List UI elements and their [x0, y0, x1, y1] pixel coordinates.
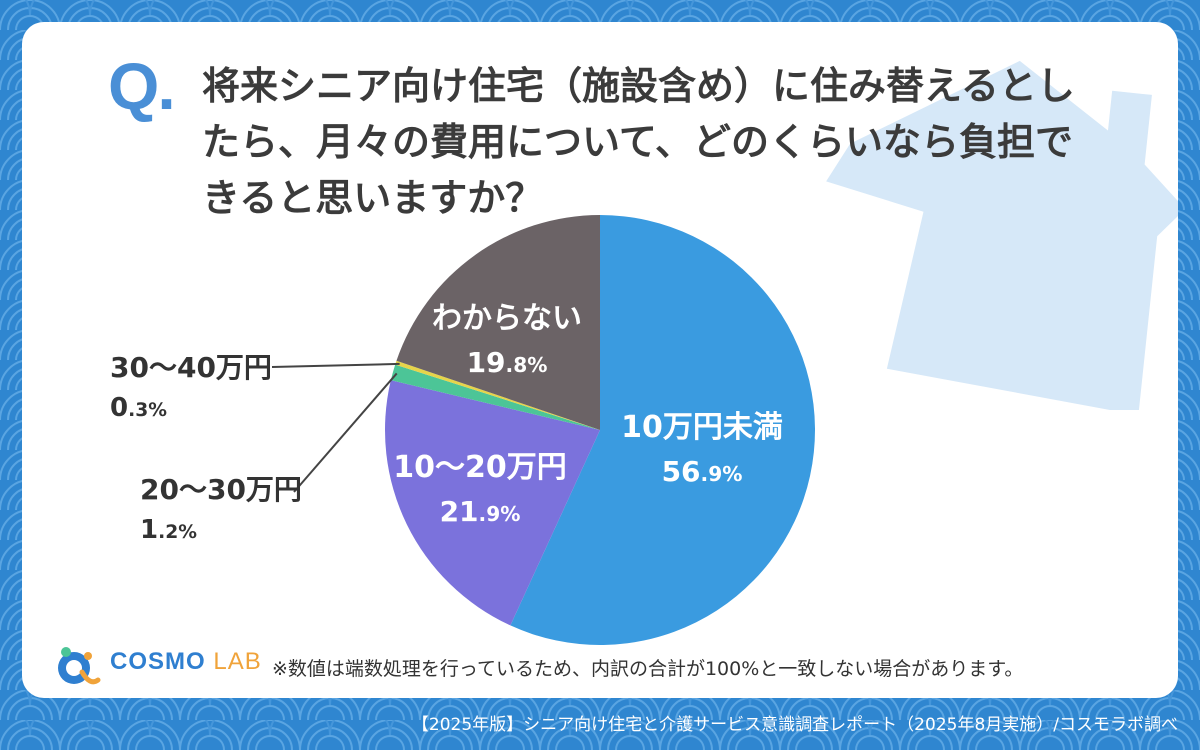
slice-label-unknown: わからない [432, 301, 582, 336]
label-30-40: 30〜40万円 0.3% [110, 348, 272, 431]
logo-mark-icon [58, 647, 101, 685]
question-mark-label: Q. [108, 49, 176, 123]
slice-value-30-40: 0.3% [110, 393, 167, 423]
pie-slice-0 [510, 215, 815, 645]
pie-slice-4 [396, 215, 600, 430]
label-20-30: 20〜30万円 1.2% [140, 470, 302, 553]
content-card: Q. 将来シニア向け住宅（施設含め）に住み替えるとしたら、月々の費用について、ど… [22, 22, 1178, 698]
house-icon [826, 60, 1178, 410]
pie-slice-1 [384, 380, 600, 626]
pie-chart [271, 215, 815, 645]
logo-text: COSMO LAB [110, 648, 262, 675]
question-text: 将来シニア向け住宅（施設含め）に住み替えるとしたら、月々の費用について、どのくら… [202, 64, 1075, 220]
slice-label-10-20: 10〜20万円 [393, 450, 567, 485]
cosmo-lab-logo: COSMO LAB [44, 642, 264, 690]
slice-label-20-30: 20〜30万円 [140, 473, 302, 506]
slice-label-under-10: 10万円未満 [621, 410, 783, 445]
footnote: ※数値は端数処理を行っているため、内訳の合計が100%と一致しない場合があります… [272, 658, 1024, 680]
label-unknown: わからない 19.8% [422, 297, 592, 387]
slice-value-unknown: 19.8% [466, 346, 548, 379]
leader-line-20-30 [293, 372, 398, 493]
label-10-20: 10〜20万円 21.9% [390, 446, 570, 536]
pie-slice-3 [395, 360, 600, 430]
slice-label-30-40: 30〜40万円 [110, 351, 272, 384]
leader-line-30-40 [271, 362, 400, 368]
source-footer: 【2025年版】シニア向け住宅と介護サービス意識調査レポート（2025年8月実施… [411, 715, 1178, 735]
label-under-10: 10万円未満 56.9% [602, 406, 802, 496]
slice-value-10-20: 21.9% [439, 495, 521, 528]
slice-value-20-30: 1.2% [140, 515, 197, 545]
pie-slice-2 [390, 364, 600, 430]
slice-value-under-10: 56.9% [661, 455, 743, 488]
